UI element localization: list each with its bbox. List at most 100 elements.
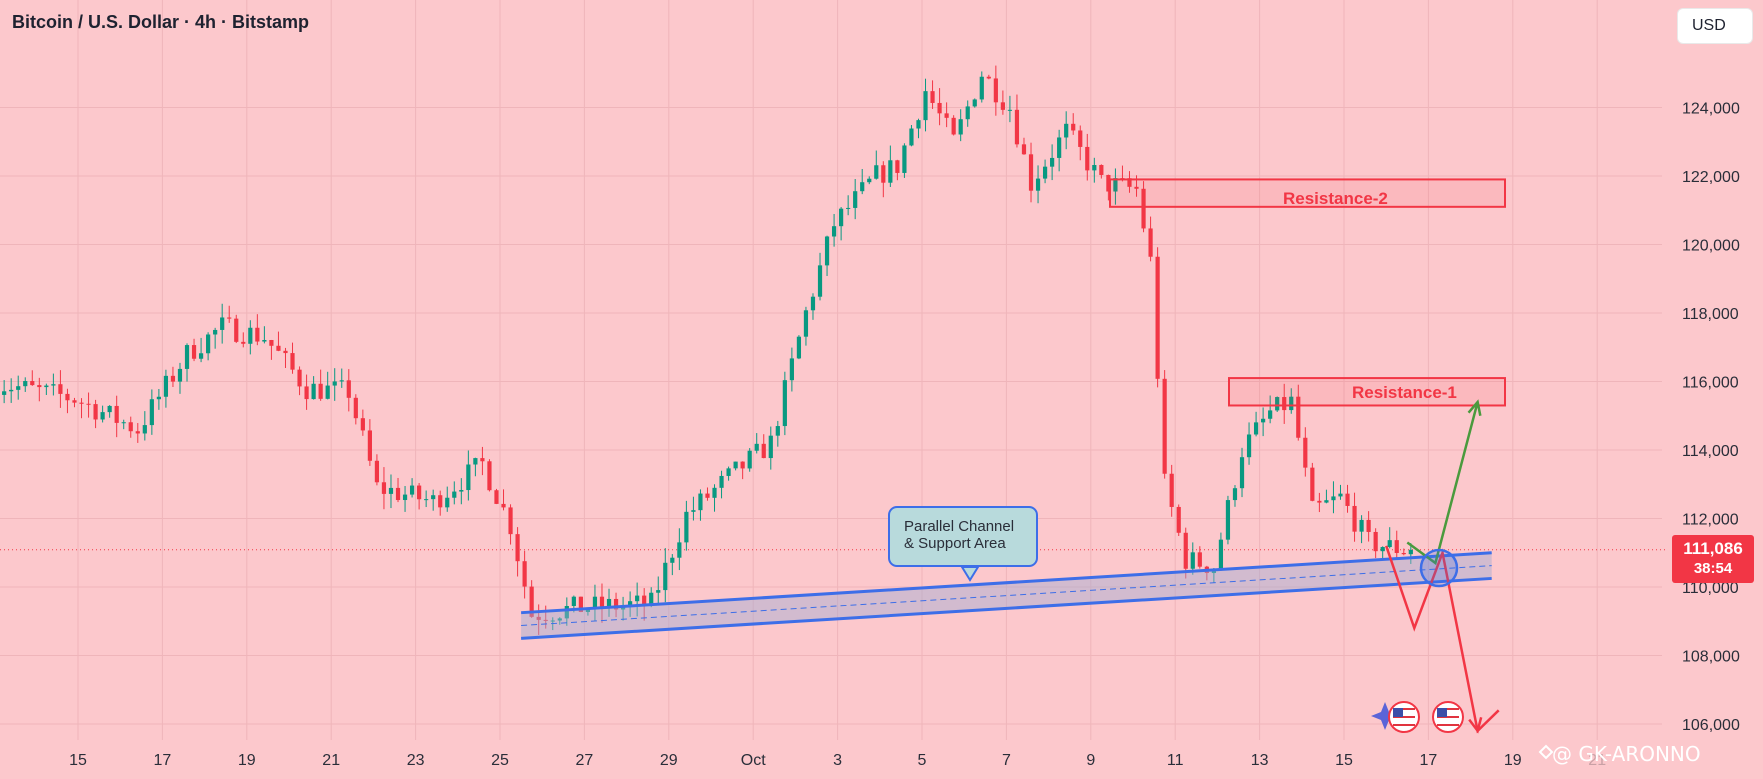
- candle-body: [1042, 166, 1048, 179]
- candle-body: [747, 450, 752, 469]
- candle-body: [44, 385, 49, 388]
- candle-body: [1289, 396, 1294, 411]
- candle-body: [283, 350, 288, 354]
- candle-body: [1253, 422, 1259, 435]
- x-tick-label: 15: [1335, 752, 1353, 769]
- candle-body: [417, 485, 422, 500]
- candle-body: [79, 402, 84, 404]
- candle-body: [86, 403, 91, 405]
- candle-body: [1408, 549, 1413, 555]
- chart-grid: [0, 0, 1668, 740]
- candle-body: [754, 443, 759, 451]
- x-tick-label: 29: [660, 752, 678, 769]
- candle-body: [613, 598, 619, 610]
- channel-fill: [521, 552, 1492, 639]
- candle-body: [290, 353, 295, 370]
- candle-body: [332, 381, 337, 386]
- resistance-1-label: Resistance-1: [1352, 383, 1457, 402]
- candle-body: [262, 339, 267, 342]
- candle-body: [571, 596, 576, 606]
- candle-body: [121, 422, 126, 424]
- candle-body: [972, 99, 977, 107]
- candle-body: [51, 384, 56, 386]
- candle-body: [1366, 519, 1371, 532]
- candle-body: [37, 385, 42, 388]
- candle-body: [1176, 506, 1181, 533]
- candle-body: [1246, 434, 1252, 458]
- candle-body: [775, 426, 780, 436]
- candle-body: [1134, 186, 1139, 189]
- candle-body: [888, 160, 893, 183]
- resistance-zone: [1228, 377, 1506, 407]
- candle-body: [522, 561, 527, 587]
- candle-body: [684, 511, 689, 543]
- candle-body: [1394, 540, 1399, 553]
- candle-body: [810, 296, 816, 311]
- candle-body: [867, 178, 872, 183]
- y-tick-label: 108,000: [1682, 649, 1740, 666]
- candle-body: [1141, 188, 1146, 229]
- ai-sparkle-icon[interactable]: [1371, 702, 1399, 730]
- candle-body: [1373, 531, 1378, 552]
- resistance-2-label: Resistance-2: [1283, 189, 1388, 208]
- candle-body: [916, 120, 921, 129]
- candle-body: [1021, 144, 1027, 155]
- x-tick-label: 21: [322, 752, 340, 769]
- candle-body: [206, 334, 211, 354]
- candle-body: [1331, 496, 1336, 501]
- x-tick-label: 23: [407, 752, 425, 769]
- candle-body: [649, 592, 654, 606]
- candle-body: [599, 596, 605, 609]
- candle-body: [846, 207, 851, 209]
- candle-body: [107, 405, 112, 413]
- candle-body: [1338, 493, 1343, 497]
- currency-button[interactable]: USD: [1677, 8, 1753, 44]
- bar-countdown: 38:54: [1693, 560, 1733, 577]
- candle-body: [473, 458, 478, 465]
- candle-body: [1113, 178, 1118, 192]
- candle-body: [2, 391, 7, 395]
- candle-body: [958, 119, 963, 135]
- candle-body: [536, 616, 541, 620]
- candle-body: [220, 317, 225, 330]
- candle-body: [761, 443, 766, 459]
- y-tick-label: 112,000: [1682, 512, 1739, 529]
- candle-body: [874, 165, 879, 179]
- candle-body: [269, 339, 274, 346]
- candle-body: [1071, 123, 1076, 131]
- candle-body: [860, 182, 865, 192]
- candle-body: [93, 404, 98, 420]
- candle-body: [156, 396, 161, 400]
- candle-body: [1057, 137, 1062, 158]
- watermark-logo: [1538, 744, 1554, 760]
- event-icons[interactable]: [1371, 701, 1554, 760]
- us-flag-icon[interactable]: [1388, 701, 1420, 733]
- x-tick-label: 7: [1002, 752, 1011, 769]
- flag-stripe: [1393, 716, 1415, 718]
- candle-body: [494, 490, 499, 504]
- candle-body: [367, 430, 372, 461]
- flag-stripe: [1393, 724, 1415, 726]
- candle-body: [255, 327, 260, 342]
- candle-body: [986, 76, 991, 79]
- candle-body: [16, 386, 21, 390]
- candle-body: [1359, 519, 1364, 532]
- candle-body: [1190, 552, 1195, 569]
- channel-callout: Parallel Channel & Support Area: [888, 506, 1038, 567]
- drawing-overlays: [521, 178, 1506, 734]
- candle-body: [1317, 500, 1322, 503]
- candle-body: [501, 503, 506, 508]
- channel-mid-line: [521, 565, 1492, 627]
- candle-body: [1092, 164, 1097, 171]
- price-axis: 106,000 108,000 110,000 112,000 114,000 116,0…: [1682, 101, 1740, 735]
- candle-body: [487, 461, 492, 491]
- candle-body: [895, 160, 900, 173]
- candle-body: [1303, 437, 1308, 468]
- flag-stripe: [1437, 708, 1459, 710]
- candle-body: [1127, 178, 1132, 187]
- us-flag-icon[interactable]: [1432, 701, 1464, 733]
- x-tick-label: 5: [918, 752, 927, 769]
- candle-body: [1014, 109, 1020, 145]
- candle-body: [677, 542, 682, 558]
